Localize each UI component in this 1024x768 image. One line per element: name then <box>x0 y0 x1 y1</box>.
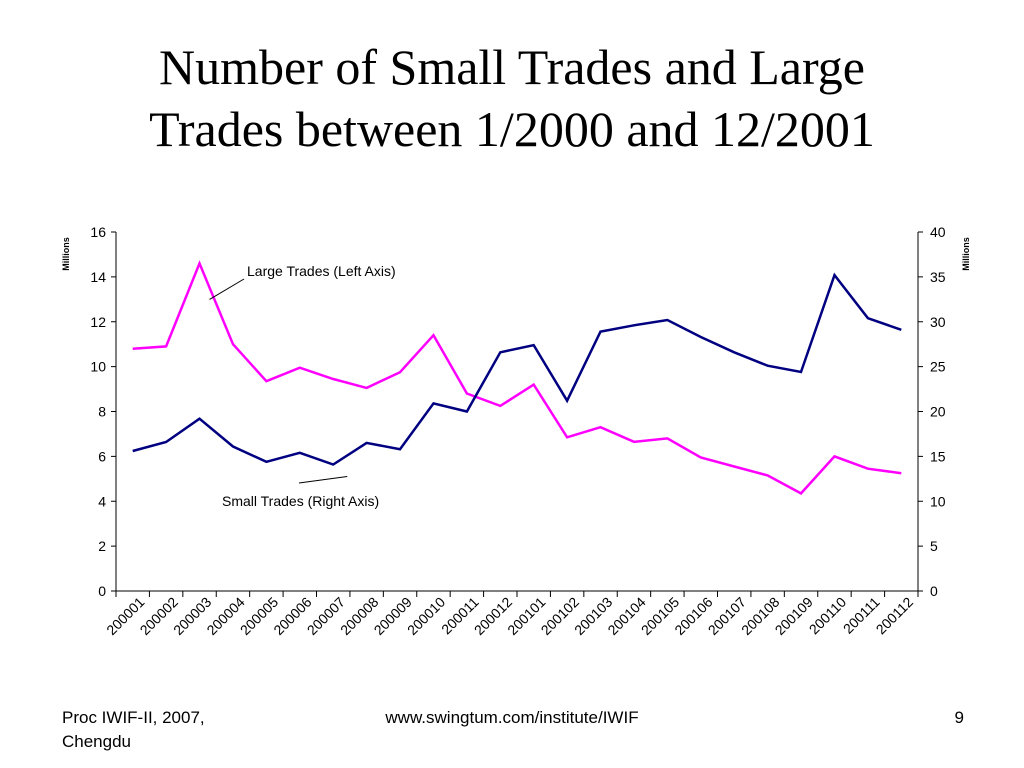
y-right-tick-label: 40 <box>930 224 946 240</box>
x-tick-label: 200112 <box>873 594 917 638</box>
y-right-tick-label: 35 <box>930 269 946 285</box>
y-left-tick-label: 6 <box>98 448 106 464</box>
series-line-small-trades <box>133 275 902 464</box>
x-tick-label: 200010 <box>404 594 448 638</box>
y-left-tick-label: 10 <box>90 359 106 375</box>
annotation-large-trades: Large Trades (Left Axis) <box>247 263 396 279</box>
chart-axes: 0 2 4 6 8 10 12 14 16 0 5 10 15 20 25 30 35 40 Millions Mil… <box>61 224 971 638</box>
y-right-axis-label: Millions <box>961 237 971 271</box>
footer-source-line-2: Chengdu <box>62 730 302 754</box>
y-left-tick-label: 0 <box>98 583 106 599</box>
y-left-tick-label: 8 <box>98 404 106 420</box>
y-left-tick-label: 2 <box>98 538 106 554</box>
line-chart: 0 2 4 6 8 10 12 14 16 0 5 10 15 20 25 30 35 40 Millions Mil… <box>0 0 1024 700</box>
y-right-tick-label: 20 <box>930 404 946 420</box>
series-line-large-trades <box>133 263 902 493</box>
y-left-tick-label: 12 <box>90 314 106 330</box>
y-right-tick-label: 5 <box>930 538 938 554</box>
y-right-tick-label: 30 <box>930 314 946 330</box>
chart-series <box>133 263 902 493</box>
x-tick-label: 200110 <box>806 594 850 638</box>
y-left-axis-label: Millions <box>61 237 71 271</box>
y-right-tick-label: 15 <box>930 448 946 464</box>
y-right-tick-label: 25 <box>930 359 946 375</box>
y-left-tick-label: 14 <box>90 269 106 285</box>
page-number: 9 <box>950 706 964 730</box>
footer-url: www.swingtum.com/institute/IWIF <box>0 706 1024 730</box>
annotation-leader-large-trades <box>210 279 244 299</box>
annotation-small-trades: Small Trades (Right Axis) <box>222 493 379 509</box>
x-tick-label: 200109 <box>772 594 816 638</box>
annotation-leader-small-trades <box>299 476 347 483</box>
y-right-tick-label: 0 <box>930 583 938 599</box>
y-left-tick-label: 16 <box>90 224 106 240</box>
y-right-tick-label: 10 <box>930 493 946 509</box>
y-left-tick-label: 4 <box>98 493 106 509</box>
